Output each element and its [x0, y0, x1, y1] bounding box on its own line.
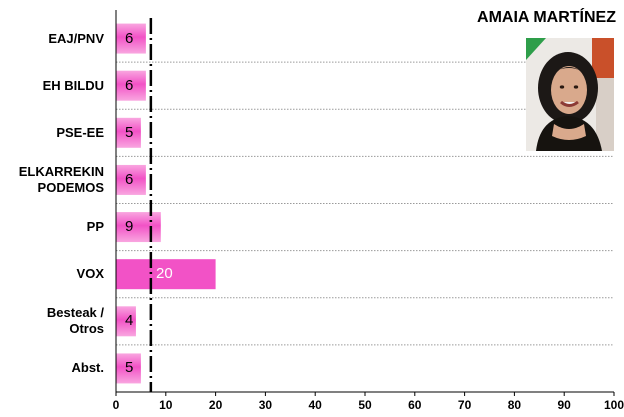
category-label: Abst.	[71, 360, 105, 376]
x-tick-label: 30	[258, 398, 273, 412]
x-tick-label: 70	[457, 398, 472, 412]
bar	[116, 117, 141, 148]
bar	[116, 23, 146, 54]
bar	[116, 353, 141, 384]
value-label: 9	[125, 218, 134, 236]
x-tick-label: 0	[112, 398, 120, 412]
x-tick-label: 10	[159, 398, 173, 412]
bar	[116, 70, 146, 101]
category-label: PP	[86, 219, 104, 235]
category-label: Besteak / Otros	[46, 305, 104, 337]
x-tick-label: 50	[358, 398, 372, 412]
category-label: VOX	[76, 266, 104, 282]
bar	[116, 212, 161, 243]
category-label: EH BILDU	[42, 77, 104, 93]
value-label: 6	[125, 29, 134, 47]
value-label: 20	[156, 265, 173, 283]
x-tick-label: 100	[603, 398, 624, 412]
bar	[116, 259, 216, 290]
chart-title: AMAIA MARTÍNEZ	[477, 9, 616, 26]
bar	[116, 306, 136, 337]
x-tick-label: 90	[557, 398, 571, 412]
value-label: 5	[125, 359, 134, 377]
category-label: EAJ/PNV	[48, 30, 104, 46]
x-tick-label: 60	[408, 398, 422, 412]
value-label: 4	[125, 312, 134, 330]
value-label: 6	[125, 76, 134, 94]
category-label: ELKARREKIN PODEMOS	[18, 163, 104, 195]
x-tick-label: 20	[208, 398, 223, 412]
value-label: 6	[125, 170, 134, 188]
bar	[116, 164, 146, 195]
x-tick-label: 40	[308, 398, 322, 412]
x-tick-label: 80	[507, 398, 522, 412]
value-label: 5	[125, 123, 134, 141]
portrait-photo	[526, 38, 614, 151]
category-label: PSE-EE	[56, 124, 104, 140]
